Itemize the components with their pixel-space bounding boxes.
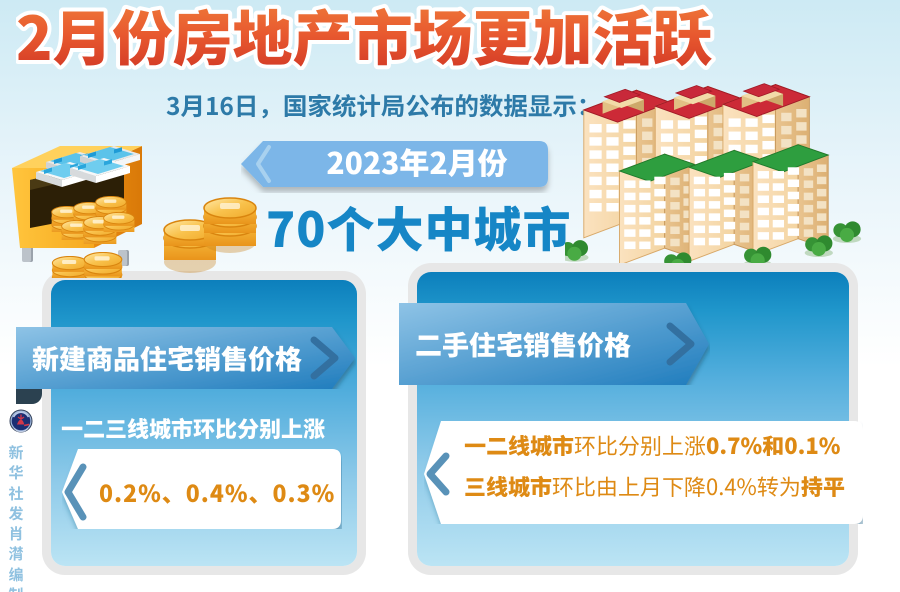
svg-text:2023年2月份: 2023年2月份 [326, 141, 507, 183]
svg-text:2月份房地产市场更加活跃: 2月份房地产市场更加活跃 [16, 0, 713, 70]
svg-text:新建商品住宅销售价格: 新建商品住宅销售价格 [32, 338, 302, 377]
svg-text:二手住宅销售价格: 二手住宅销售价格 [415, 324, 631, 363]
